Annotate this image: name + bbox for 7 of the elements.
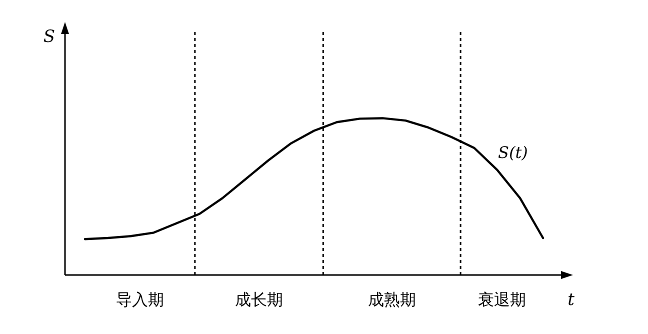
text: 导入期 — [116, 290, 164, 309]
x-axis-title: t — [568, 290, 575, 310]
text: 成长期 — [235, 290, 284, 309]
y-axis-title: S — [43, 27, 55, 47]
text: 衰退期 — [478, 290, 526, 309]
text: 成熟期 — [368, 290, 416, 309]
annotation: S(t) — [498, 142, 528, 162]
